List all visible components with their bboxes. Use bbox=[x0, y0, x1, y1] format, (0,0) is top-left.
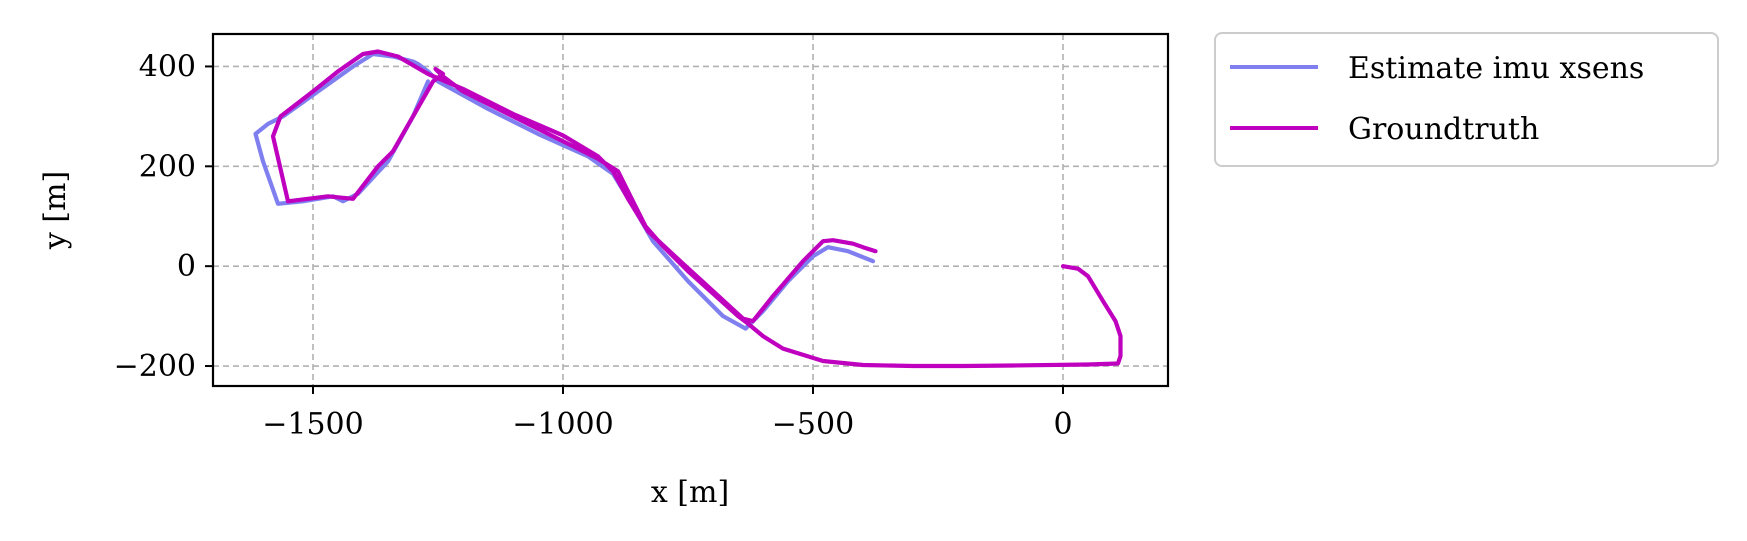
legend: Estimate imu xsens Groundtruth bbox=[1214, 32, 1719, 167]
y-tick-label: 400 bbox=[139, 49, 196, 84]
x-tick-label: −1000 bbox=[512, 407, 613, 442]
tick-layer: −1500 −1000 −500 0 −200 0 200 400 bbox=[114, 49, 1073, 442]
y-axis-label: y [m] bbox=[38, 171, 73, 250]
axes-frame bbox=[211, 32, 1170, 388]
y-tick-label: 200 bbox=[139, 149, 196, 184]
legend-label-groundtruth: Groundtruth bbox=[1348, 112, 1539, 147]
y-tick-label: −200 bbox=[114, 349, 196, 384]
x-axis-label: x [m] bbox=[651, 475, 729, 510]
x-tick-label: 0 bbox=[1053, 407, 1072, 442]
x-tick-label: −1500 bbox=[262, 407, 363, 442]
grid-layer bbox=[213, 34, 1168, 386]
x-tick-label: −500 bbox=[772, 407, 854, 442]
plot-layer bbox=[253, 49, 1123, 369]
y-tick-label: 0 bbox=[177, 249, 196, 284]
series-line-groundtruth bbox=[270, 49, 1123, 369]
legend-label-estimate: Estimate imu xsens bbox=[1348, 51, 1644, 86]
legend-box bbox=[1214, 32, 1719, 167]
